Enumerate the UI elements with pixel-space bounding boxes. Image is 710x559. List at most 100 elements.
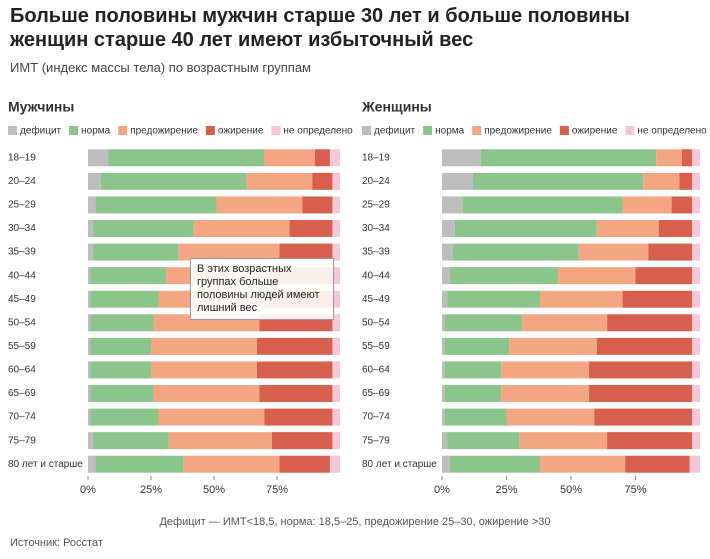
bar-segment xyxy=(501,361,590,379)
bar-segment xyxy=(501,385,590,402)
x-tick-label: 25% xyxy=(495,484,517,496)
legend-swatch xyxy=(205,126,215,135)
annotation: В этих возрастных группах больше половин… xyxy=(190,258,334,320)
legend-swatch xyxy=(362,126,371,135)
bar-segment xyxy=(151,361,257,379)
y-tick-label: 55–59 xyxy=(362,341,390,352)
bar-segment xyxy=(90,314,154,332)
bar-segment xyxy=(589,385,693,402)
bar-segment xyxy=(452,243,579,261)
bar-segment xyxy=(332,337,340,355)
bar-segment xyxy=(692,337,700,355)
legend-label: норма xyxy=(435,126,465,137)
x-tick-label: 0% xyxy=(80,484,96,496)
bar-segment xyxy=(540,290,623,308)
bar-segment xyxy=(444,337,510,355)
bar-segment xyxy=(442,314,445,332)
bar-segment xyxy=(90,337,151,355)
bar-segment xyxy=(454,220,597,237)
bar-segment xyxy=(442,432,448,450)
legend-swatch xyxy=(69,126,79,135)
bar-segment xyxy=(256,337,333,355)
bar-segment xyxy=(216,196,303,214)
bar-segment xyxy=(90,385,154,402)
x-tick-label: 50% xyxy=(560,484,582,496)
bar-segment xyxy=(93,432,169,450)
legend-swatch xyxy=(559,126,569,135)
legend-swatch xyxy=(472,126,482,135)
bar-segment xyxy=(332,243,340,261)
bar-segment xyxy=(332,432,340,450)
bar-segment xyxy=(444,408,507,426)
bar-segment xyxy=(506,408,595,426)
bar-segment xyxy=(589,361,693,379)
y-tick-label: 30–34 xyxy=(362,223,390,234)
bar-segment xyxy=(656,149,682,167)
bar-segment xyxy=(88,455,96,473)
bar-segment xyxy=(519,432,608,450)
bar-segment xyxy=(442,290,448,308)
x-tick-label: 25% xyxy=(140,484,162,496)
bar-segment xyxy=(692,196,700,214)
bar-segment xyxy=(88,196,96,214)
bar-segment xyxy=(442,172,473,190)
bar-segment xyxy=(692,385,700,402)
bar-segment xyxy=(607,314,693,332)
y-tick-label: 80 лет и старше xyxy=(362,459,437,470)
bar-segment xyxy=(332,361,340,379)
bar-segment xyxy=(332,267,340,285)
bar-segment xyxy=(692,172,700,190)
bar-segment xyxy=(90,267,167,285)
y-tick-label: 50–54 xyxy=(8,317,36,328)
bar-segment xyxy=(93,243,179,261)
bar-segment xyxy=(622,196,672,214)
legend-label: не определено xyxy=(637,126,707,137)
y-tick-label: 35–39 xyxy=(8,247,36,258)
bar-segment xyxy=(329,455,340,473)
bar-segment xyxy=(183,455,280,473)
bar-segment xyxy=(449,267,559,285)
y-tick-label: 30–34 xyxy=(8,223,36,234)
bar-segment xyxy=(442,267,450,285)
bar-segment xyxy=(607,432,693,450)
footnote: Дефицит — ИМТ<18,5, норма: 18,5–25, пред… xyxy=(159,516,551,528)
y-tick-label: 18–19 xyxy=(362,152,390,163)
y-tick-label: 75–79 xyxy=(8,435,36,446)
bar-segment xyxy=(332,220,340,237)
bar-segment xyxy=(88,290,91,308)
bar-segment xyxy=(88,314,91,332)
bar-segment xyxy=(193,220,290,237)
bar-segment xyxy=(442,149,481,167)
bar-segment xyxy=(88,337,91,355)
bar-segment xyxy=(88,385,91,402)
bar-segment xyxy=(689,455,700,473)
chart-title: Больше половины мужчин старше 30 лет и б… xyxy=(10,5,630,51)
bar-segment xyxy=(692,149,700,167)
bar-segment xyxy=(679,172,693,190)
bar-segment xyxy=(332,172,340,190)
bar-segment xyxy=(578,243,649,261)
bar-segment xyxy=(90,361,151,379)
bar-segment xyxy=(692,314,700,332)
bar-segment xyxy=(658,220,693,237)
bar-segment xyxy=(692,432,700,450)
bar-segment xyxy=(442,337,445,355)
bar-segment xyxy=(332,385,340,402)
y-tick-label: 45–49 xyxy=(8,294,36,305)
bar-segment xyxy=(648,243,693,261)
bar-segment xyxy=(681,149,693,167)
bar-segment xyxy=(88,408,91,426)
bar-segment xyxy=(444,361,502,379)
bar-segment xyxy=(558,267,636,285)
legend-label: норма xyxy=(81,126,111,137)
bar-segment xyxy=(442,220,455,237)
bar-segment xyxy=(88,267,91,285)
legend-swatch xyxy=(625,126,635,135)
bar-segment xyxy=(625,455,690,473)
bar-segment xyxy=(264,149,315,167)
bar-segment xyxy=(622,290,693,308)
bar-segment xyxy=(256,361,333,379)
bar-segment xyxy=(88,361,91,379)
bar-segment xyxy=(521,314,608,332)
